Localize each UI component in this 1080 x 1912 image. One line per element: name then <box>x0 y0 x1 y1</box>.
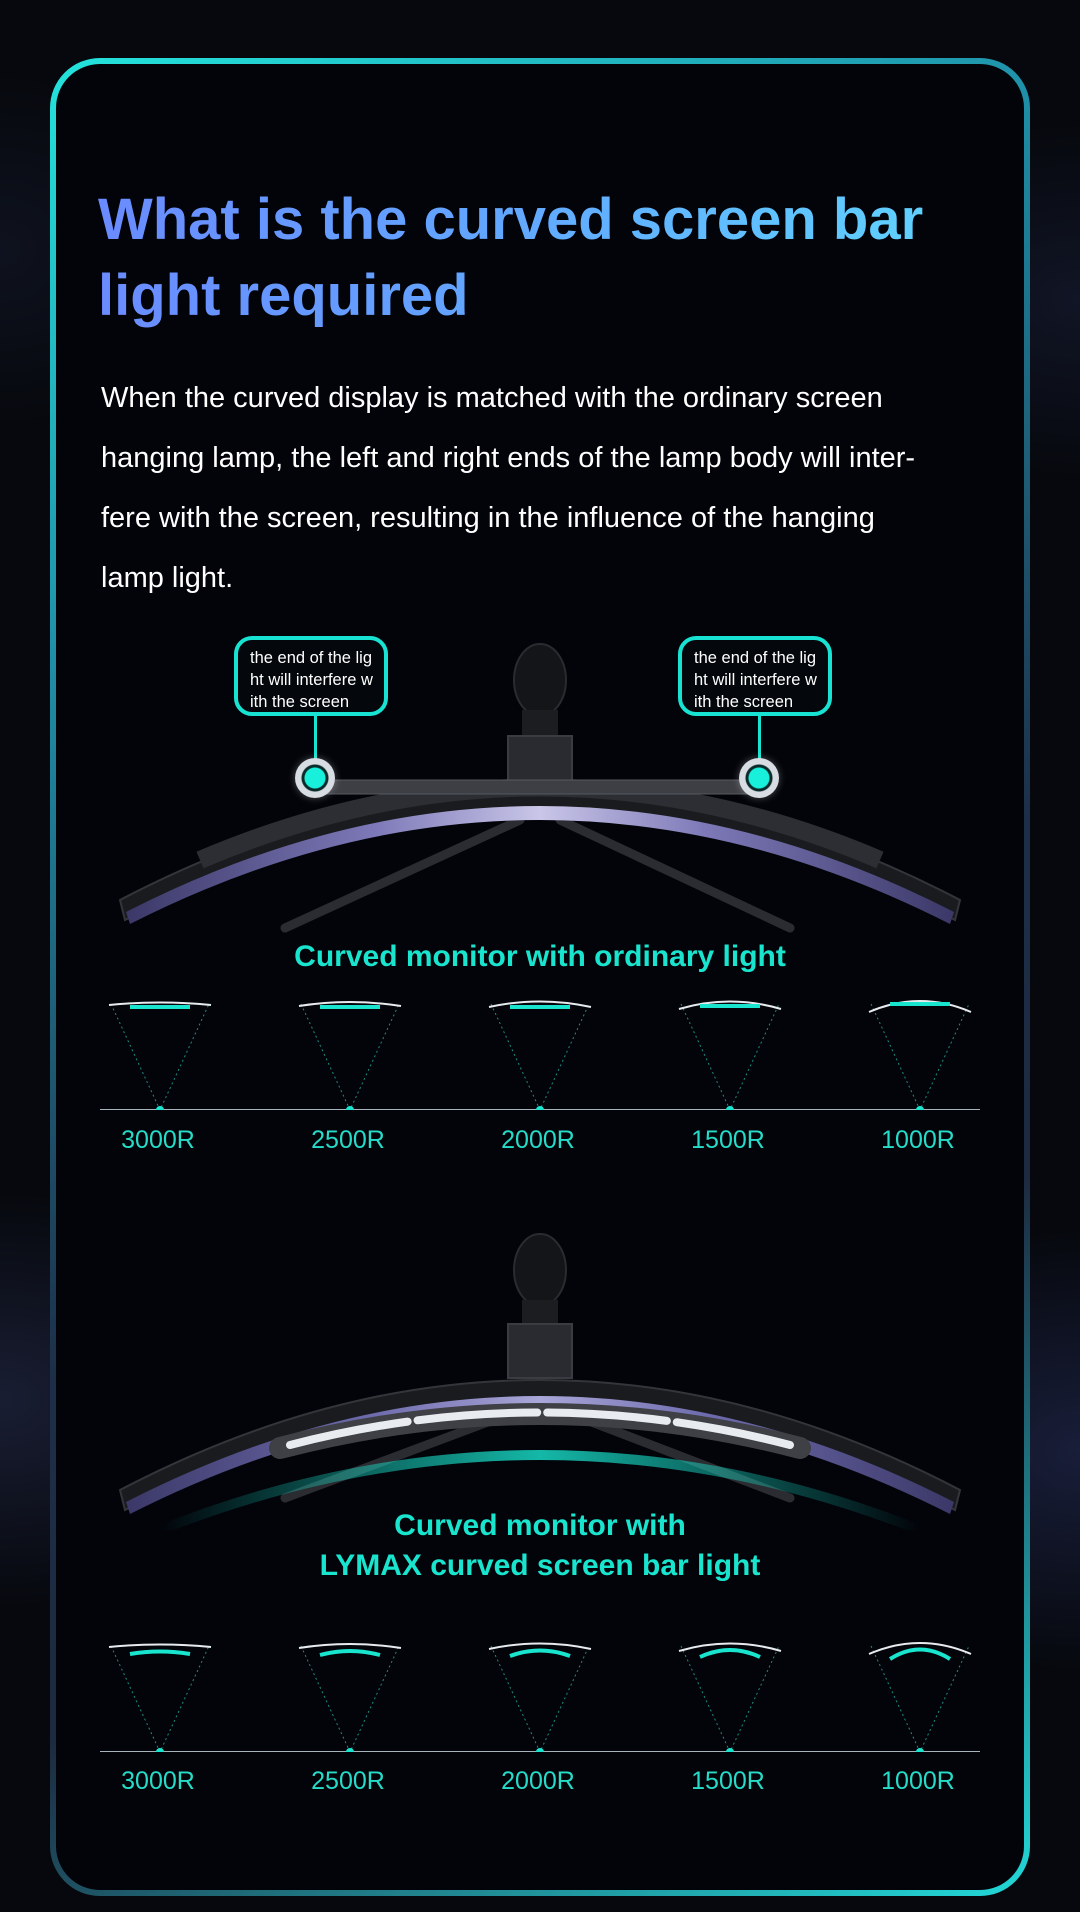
description-line: When the curved display is matched with … <box>101 382 883 414</box>
lymax-light-caption-line2: LYMAX curved screen bar light <box>319 1549 761 1582</box>
interference-point-left-icon <box>295 758 335 798</box>
callout-right-connector <box>758 716 761 760</box>
radius-label: 2000R <box>501 1126 575 1154</box>
curvature-diagram-ordinary <box>100 1000 980 1110</box>
callout-left-connector <box>314 716 317 760</box>
lymax-light-caption-line1: Curved monitor with <box>394 1509 686 1542</box>
description-paragraph: When the curved display is matched with … <box>101 368 981 608</box>
radius-label: 1000R <box>881 1767 955 1795</box>
description-line: hanging lamp, the left and right ends of… <box>101 442 916 474</box>
ordinary-light-caption: Curved monitor with ordinary light <box>294 940 786 973</box>
description-line: lamp light. <box>101 562 234 594</box>
callout-left: the end of the lig ht will interfere w i… <box>234 636 388 716</box>
radius-label: 1500R <box>691 1126 765 1154</box>
page-title: What is the curved screen bar light requ… <box>98 182 978 334</box>
callout-right: the end of the lig ht will interfere w i… <box>678 636 832 716</box>
interference-point-right-icon <box>739 758 779 798</box>
curvature-diagram-lymax <box>100 1642 980 1752</box>
curvature-item-3000r <box>110 1003 210 1110</box>
description-line: fere with the screen, resulting in the i… <box>101 502 875 534</box>
radius-label: 1000R <box>881 1126 955 1154</box>
radius-label: 3000R <box>121 1126 195 1154</box>
radius-label: 2500R <box>311 1767 385 1795</box>
curved-monitor-lymax-light-image <box>118 1233 962 1530</box>
radius-label: 3000R <box>121 1767 195 1795</box>
curved-monitor-ordinary-light-image <box>118 643 962 933</box>
content-card <box>50 58 1030 1896</box>
radius-label: 2000R <box>501 1767 575 1795</box>
radius-label: 2500R <box>311 1126 385 1154</box>
radius-label: 1500R <box>691 1767 765 1795</box>
